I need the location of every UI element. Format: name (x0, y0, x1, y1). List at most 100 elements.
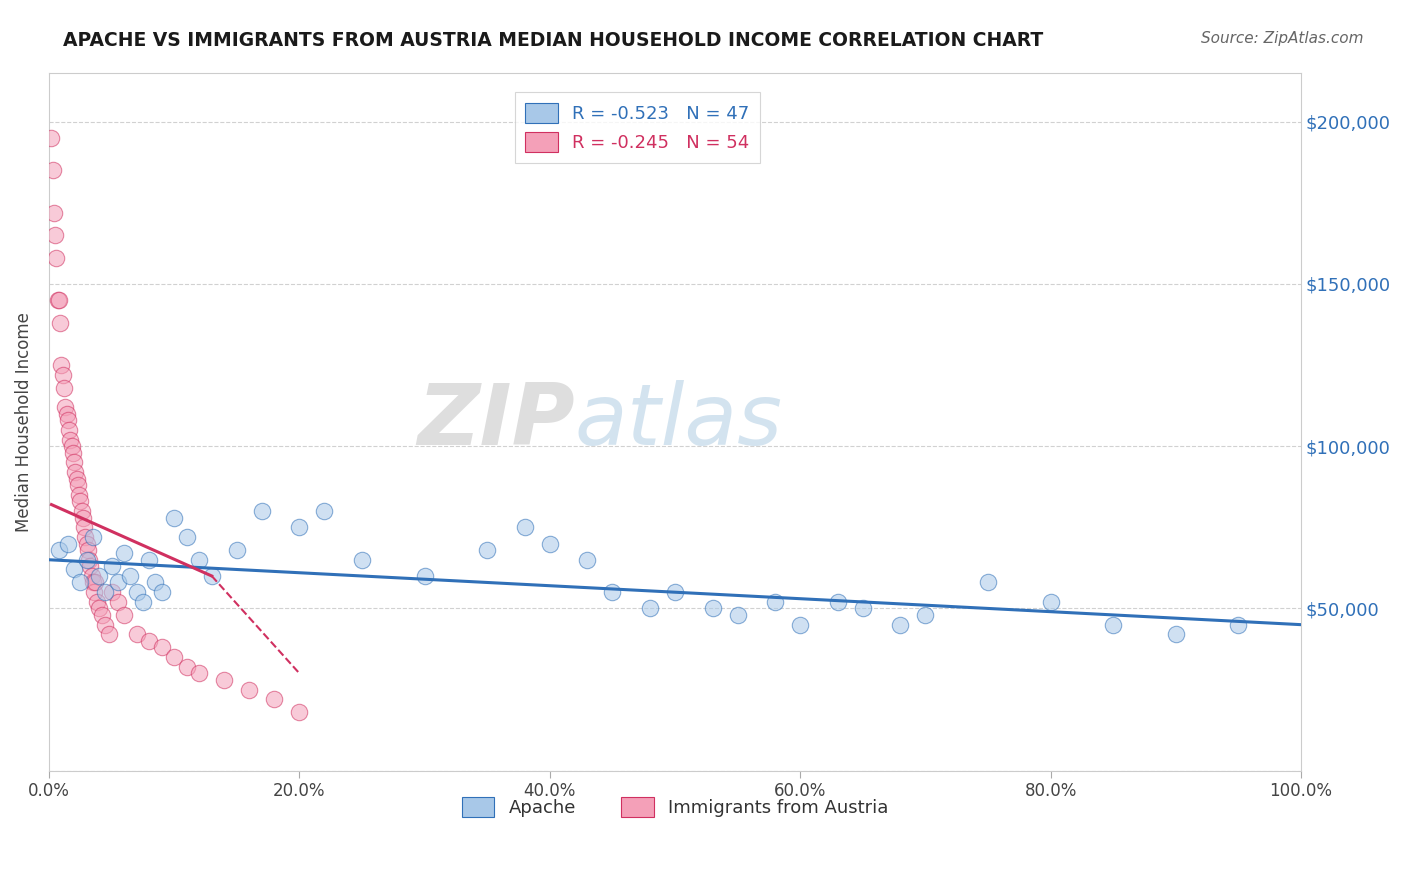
Point (702, 601, 724, 615)
Point (44, 228, 66, 243)
Text: ZIP: ZIP (418, 380, 575, 463)
Point (112, 607, 135, 622)
Point (638, 601, 661, 615)
Point (66, 478, 89, 492)
Point (76, 543, 98, 558)
Point (90, 607, 112, 622)
Point (176, 660, 198, 674)
Point (42, 205, 65, 219)
Point (1227, 617, 1250, 632)
Point (94, 585, 117, 599)
Point (107, 575, 129, 590)
Point (86, 595, 108, 609)
Point (538, 536, 561, 550)
Point (350, 553, 373, 567)
Point (827, 595, 849, 609)
Point (132, 595, 155, 609)
Point (48, 293, 70, 307)
Point (52, 368, 75, 382)
Point (87, 601, 110, 615)
Point (82, 575, 104, 590)
Point (76, 553, 98, 567)
Point (69, 575, 91, 590)
Point (188, 666, 211, 681)
Point (163, 650, 186, 665)
Point (889, 617, 911, 632)
Point (79, 559, 101, 574)
Point (75, 530, 97, 544)
Point (238, 682, 260, 697)
Legend: Apache, Immigrants from Austria: Apache, Immigrants from Austria (454, 790, 896, 824)
Point (46, 293, 69, 307)
Point (125, 585, 148, 599)
Point (176, 530, 198, 544)
Point (48, 543, 70, 558)
Point (100, 585, 122, 599)
Point (83, 585, 105, 599)
Point (477, 543, 499, 558)
Y-axis label: Median Household Income: Median Household Income (15, 312, 32, 532)
Point (977, 575, 1000, 590)
Point (98, 627, 121, 641)
Text: Source: ZipAtlas.com: Source: ZipAtlas.com (1201, 31, 1364, 46)
Point (288, 520, 311, 534)
Point (1164, 627, 1187, 641)
Point (576, 553, 599, 567)
Point (63, 455, 86, 469)
Point (65, 465, 87, 479)
Point (51, 358, 73, 372)
Point (73, 520, 96, 534)
Point (53, 381, 76, 395)
Point (63, 562, 86, 576)
Point (107, 595, 129, 609)
Point (201, 569, 224, 583)
Text: APACHE VS IMMIGRANTS FROM AUSTRIA MEDIAN HOUSEHOLD INCOME CORRELATION CHART: APACHE VS IMMIGRANTS FROM AUSTRIA MEDIAN… (63, 31, 1043, 50)
Point (112, 546, 135, 560)
Point (72, 510, 94, 524)
Point (602, 585, 624, 599)
Point (188, 553, 211, 567)
Point (80, 569, 103, 583)
Point (225, 543, 247, 558)
Point (49, 316, 72, 330)
Point (56, 413, 79, 427)
Point (67, 488, 90, 502)
Point (87, 569, 110, 583)
Point (53, 401, 76, 415)
Point (664, 585, 686, 599)
Point (727, 607, 749, 622)
Point (513, 520, 536, 534)
Point (314, 504, 336, 518)
Point (263, 692, 285, 706)
Point (914, 607, 936, 622)
Point (65, 472, 87, 486)
Point (42, 163, 65, 178)
Point (100, 559, 122, 574)
Point (125, 627, 148, 641)
Point (214, 673, 236, 687)
Point (163, 510, 186, 524)
Point (70, 504, 93, 518)
Point (145, 575, 167, 590)
Point (82, 530, 104, 544)
Point (150, 585, 173, 599)
Point (150, 640, 173, 655)
Point (250, 504, 273, 518)
Point (45, 251, 67, 265)
Point (77, 553, 100, 567)
Point (58, 423, 80, 437)
Point (94, 617, 117, 632)
Point (1039, 595, 1062, 609)
Point (59, 433, 82, 447)
Point (69, 494, 91, 508)
Point (288, 706, 311, 720)
Point (41, 131, 63, 145)
Point (138, 633, 160, 648)
Point (76, 536, 98, 550)
Point (763, 595, 786, 609)
Point (120, 569, 142, 583)
Point (55, 407, 77, 421)
Point (84, 575, 107, 590)
Text: atlas: atlas (575, 380, 783, 463)
Point (1102, 617, 1125, 632)
